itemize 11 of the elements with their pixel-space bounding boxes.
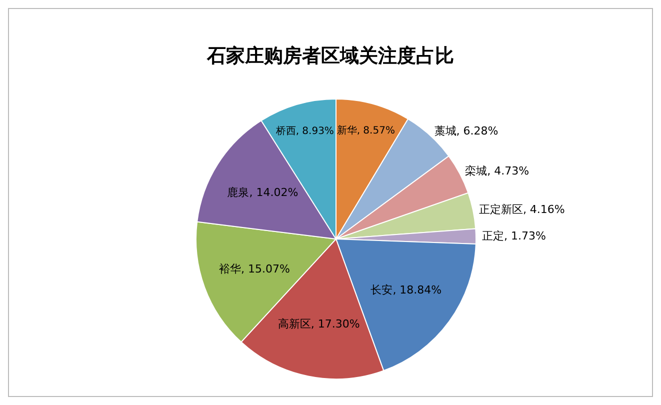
slice-label: 栾城, 4.73% xyxy=(465,164,530,178)
slice-label: 鹿泉, 14.02% xyxy=(227,186,298,199)
slice-label: 新华, 8.57% xyxy=(336,124,395,137)
slice-label: 藁城, 6.28% xyxy=(434,124,498,138)
slice-label: 长安, 18.84% xyxy=(370,284,442,297)
chart-title: 石家庄购房者区域关注度占比 xyxy=(206,44,455,69)
slice-label: 正定新区, 4.16% xyxy=(478,202,565,216)
slice-label: 高新区, 17.30% xyxy=(278,318,360,331)
slice-label: 正定, 1.73% xyxy=(482,230,546,243)
slice-label: 裕华, 15.07% xyxy=(219,262,290,276)
slice-label: 桥西, 8.93% xyxy=(274,124,334,137)
